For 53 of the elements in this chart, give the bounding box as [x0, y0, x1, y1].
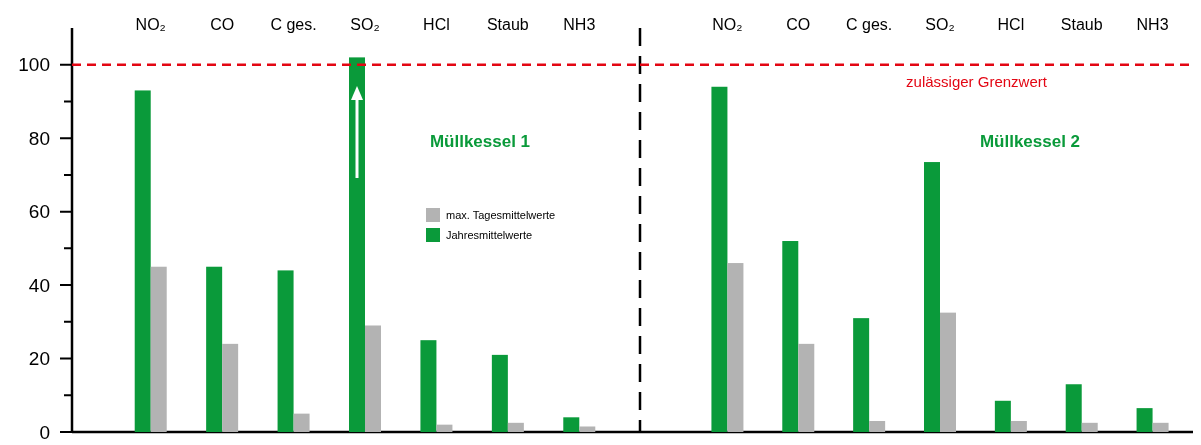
bar	[1152, 422, 1169, 432]
bar	[1081, 422, 1098, 432]
x-tick-label: C ges.	[270, 16, 317, 33]
bar	[782, 241, 799, 432]
x-tick-label: CO	[210, 16, 235, 33]
legend-label: max. Tagesmittelwerte	[446, 208, 556, 221]
x-tick-label: HCl	[997, 16, 1025, 33]
text: Müllkessel 1	[429, 132, 531, 151]
y-tick-label: 40	[28, 274, 50, 296]
text: Müllkessel 2	[979, 132, 1081, 151]
y-tick-label: 20	[28, 348, 50, 370]
bar	[940, 312, 956, 432]
bar	[727, 263, 744, 432]
bar	[798, 343, 815, 432]
ref-line-label: zulässiger Grenzwert	[906, 72, 1048, 90]
bar	[134, 90, 151, 432]
bar	[1010, 420, 1027, 432]
x-tick-label: HCl	[423, 16, 450, 33]
bar	[349, 57, 365, 432]
bar	[853, 318, 870, 432]
bar	[579, 426, 596, 432]
y-tick-label: 0	[39, 421, 50, 443]
bar	[365, 325, 381, 432]
x-tick-label: SO₂	[350, 16, 380, 33]
bar	[869, 420, 886, 432]
x-tick-label: NH3	[1136, 16, 1169, 33]
bar	[507, 422, 524, 432]
y-tick-label: 80	[28, 127, 50, 149]
x-tick-label: C ges.	[846, 16, 893, 33]
x-tick-label: NH3	[563, 16, 596, 33]
bar	[150, 266, 167, 432]
x-tick-label: CO	[786, 16, 811, 33]
bar	[420, 340, 437, 432]
x-tick-label: Staub	[486, 16, 529, 33]
bar	[1136, 408, 1153, 432]
bar	[222, 343, 239, 432]
x-tick-label: SO₂	[925, 16, 955, 33]
bar	[1065, 384, 1082, 432]
bar	[924, 162, 940, 432]
y-tick-label: 100	[18, 54, 50, 76]
bar	[293, 413, 310, 432]
bar	[491, 354, 508, 432]
bar	[711, 86, 728, 432]
bar	[563, 417, 580, 432]
x-tick-label: NO₂	[135, 16, 166, 33]
x-tick-label: Staub	[1060, 16, 1103, 33]
bar	[994, 400, 1011, 432]
bar	[206, 266, 223, 432]
bar	[436, 424, 453, 432]
legend-label: Jahresmittelwerte	[446, 228, 533, 241]
bar	[277, 270, 294, 432]
y-tick-label: 60	[28, 201, 50, 223]
x-tick-label: NO₂	[712, 16, 743, 33]
